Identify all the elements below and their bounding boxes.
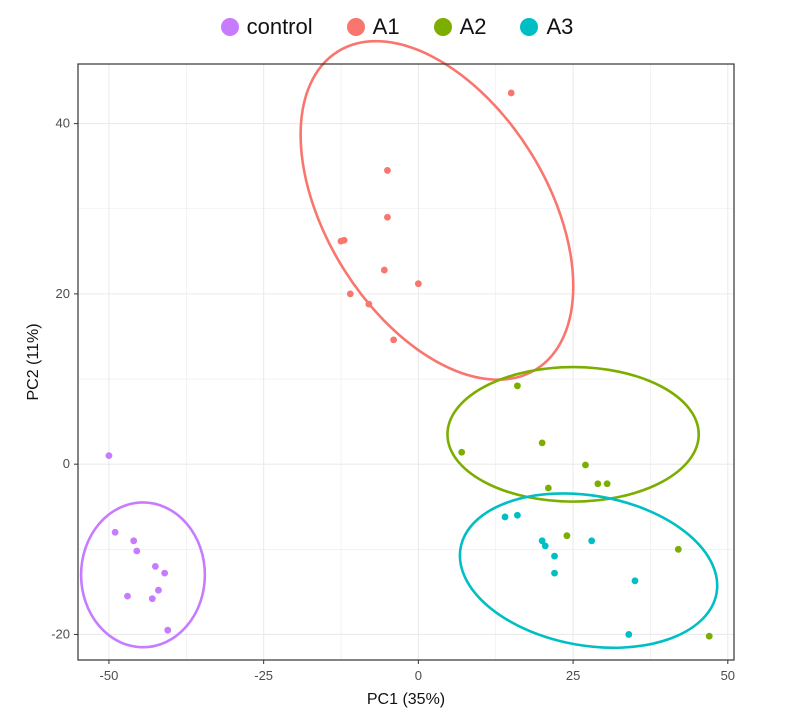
x-tick-label: 0: [415, 668, 422, 683]
plot-panel: [78, 64, 734, 660]
point-a1: [384, 213, 391, 221]
legend-swatch: [220, 18, 239, 36]
point-a2: [544, 484, 552, 492]
legend-label: A3: [546, 14, 574, 39]
point-control: [124, 592, 131, 600]
y-tick-label: 40: [56, 116, 70, 131]
point-a2: [513, 382, 521, 390]
legend: control A1 A2 A3: [0, 14, 794, 40]
legend-swatch: [346, 18, 365, 36]
x-tick-label: 50: [721, 668, 735, 683]
point-a2: [582, 461, 589, 469]
y-tick-label: -20: [51, 626, 70, 641]
y-axis-title: PC2 (11%): [25, 323, 42, 400]
point-a1: [384, 167, 391, 174]
point-a1: [365, 300, 373, 308]
point-a1: [340, 236, 348, 244]
point-control: [105, 452, 113, 460]
point-a2: [594, 480, 602, 488]
legend-label: A1: [372, 14, 400, 39]
legend-item-control: control: [220, 14, 313, 40]
point-control: [133, 547, 141, 555]
point-a3: [513, 511, 521, 519]
y-tick-label: 20: [56, 286, 70, 301]
x-tick-label: 25: [566, 668, 580, 683]
ellipse-a2: [446, 365, 701, 503]
point-a1: [414, 280, 422, 288]
x-tick-label: -25: [254, 668, 273, 683]
point-a2: [538, 439, 546, 447]
point-a3: [551, 552, 558, 560]
point-a1: [507, 89, 515, 97]
point-a1: [380, 266, 388, 274]
legend-item-a2: A2: [433, 14, 487, 40]
point-a2: [603, 480, 611, 488]
ellipse-control: [79, 501, 207, 649]
point-a2: [705, 632, 713, 640]
point-control: [130, 537, 138, 545]
point-control: [111, 528, 119, 536]
legend-swatch: [520, 18, 539, 36]
point-a3: [551, 569, 558, 577]
point-a2: [674, 545, 682, 553]
legend-label: control: [246, 14, 313, 39]
y-tick-label: 0: [63, 456, 70, 471]
point-a3: [631, 577, 639, 585]
point-a3: [501, 513, 509, 521]
point-a3: [588, 537, 596, 545]
legend-label: A2: [459, 14, 487, 39]
point-a2: [458, 448, 466, 456]
x-axis-title: PC1 (35%): [367, 691, 445, 708]
point-control: [164, 626, 172, 634]
point-a3: [538, 537, 546, 545]
plot-border: [77, 63, 735, 661]
point-a3: [541, 542, 549, 550]
legend-item-a3: A3: [520, 14, 573, 40]
legend-item-a1: A1: [346, 14, 400, 40]
ellipse-a3: [458, 492, 719, 650]
legend-swatch: [433, 18, 452, 36]
point-control: [148, 595, 156, 603]
point-control: [155, 586, 162, 594]
point-a1: [346, 290, 354, 298]
point-a2: [563, 532, 571, 540]
point-a1: [390, 336, 398, 344]
point-a3: [625, 631, 633, 638]
x-tick-label: -50: [100, 668, 119, 683]
point-control: [161, 569, 169, 577]
point-control: [151, 562, 159, 570]
